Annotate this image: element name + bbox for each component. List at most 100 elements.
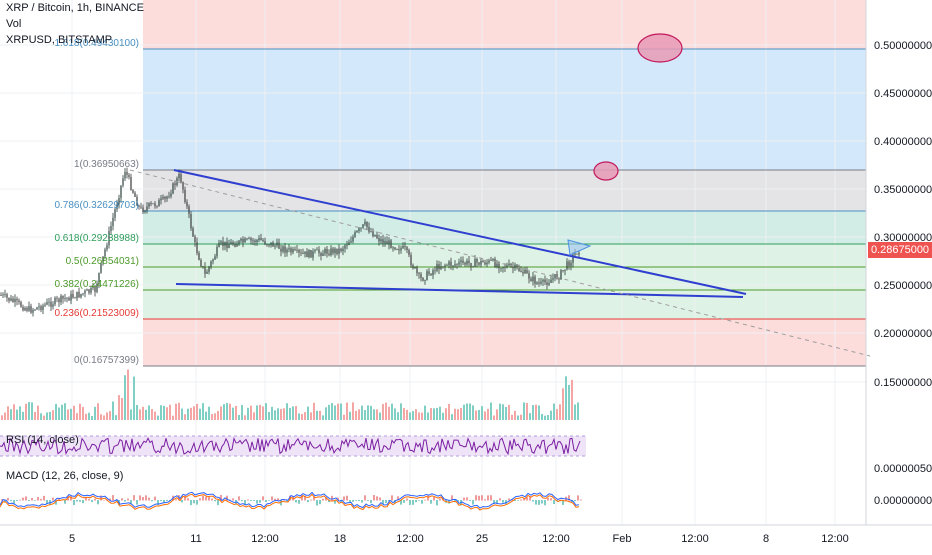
candle-body (474, 259, 476, 267)
macd-histogram-bar (544, 500, 546, 506)
candle-body (12, 298, 14, 302)
candle-body (558, 278, 560, 280)
candle-body (164, 197, 166, 199)
volume-bar (142, 406, 144, 420)
price-axis: 0.50000000 0.45000000 0.40000000 0.35000000… (865, 0, 932, 525)
volume-bar (469, 403, 471, 420)
macd-histogram-bar (28, 500, 30, 501)
macd-histogram-bar (415, 500, 417, 503)
candle-body (110, 225, 112, 231)
candle-body (512, 266, 514, 269)
macd-histogram-bar (532, 500, 534, 502)
macd-histogram-bar (73, 500, 75, 506)
candle-body (546, 282, 548, 285)
candle-body (532, 276, 534, 282)
candle-body (58, 298, 60, 303)
candle-body (104, 249, 106, 257)
candle-body (466, 260, 468, 265)
candle-body (478, 262, 480, 265)
macd-histogram-bar (400, 500, 402, 505)
candle-body (36, 307, 38, 310)
macd-histogram-bar (298, 500, 300, 504)
volume-bar (352, 402, 354, 420)
volume-bar (385, 402, 387, 420)
macd-histogram-bar (574, 500, 576, 502)
macd-axis: 0.00000050 0.00000000 (874, 463, 932, 507)
volume-bar (313, 402, 315, 420)
volume-bar (277, 408, 279, 420)
candle-body (428, 271, 430, 274)
macd-histogram-bar (202, 495, 204, 501)
candle-body (502, 266, 504, 269)
candle-body (516, 264, 518, 268)
candle-body (68, 297, 70, 301)
macd-histogram-bar (55, 500, 57, 505)
candle-body (518, 267, 520, 271)
volume-bar (226, 402, 228, 420)
macd-histogram-bar (541, 500, 543, 504)
candle-body (472, 266, 474, 268)
candle-body (374, 234, 376, 237)
fib-label-7: 0(0.16757399) (74, 355, 139, 366)
candle-body (132, 189, 134, 193)
volume-bar (442, 412, 444, 420)
macd-histogram-bar (91, 500, 93, 503)
volume-bar (433, 408, 435, 420)
volume-bar (415, 409, 417, 420)
candle-body (138, 205, 140, 207)
candle-body (562, 270, 564, 271)
macd-histogram-bar (241, 500, 243, 502)
macd-histogram-bar (265, 500, 267, 502)
macd-histogram-bar (205, 496, 207, 501)
macd-histogram-bar (112, 495, 114, 501)
volume-bar (169, 404, 171, 420)
candle-body (434, 270, 436, 272)
candle-body (280, 248, 282, 252)
candle-body (206, 271, 208, 274)
volume-bar (271, 406, 273, 420)
macd-histogram-bar (211, 498, 213, 501)
upper-trendline (173, 169, 747, 295)
volume-bar (178, 402, 180, 420)
volume-legend[interactable]: Vol (6, 18, 22, 30)
volume-bar (115, 415, 117, 420)
candle-body (524, 269, 526, 274)
macd-histogram-bar (394, 500, 396, 504)
volume-bar (574, 404, 576, 420)
macd-histogram-bar (277, 498, 279, 501)
candle-body (342, 248, 344, 252)
compare-symbol-legend[interactable]: XRPUSD, BITSTAMP (6, 34, 113, 46)
candle-body (334, 248, 336, 254)
candle-body (50, 301, 52, 307)
candle-body (520, 270, 522, 272)
candle-body (328, 253, 330, 256)
macd-histogram-bar (139, 495, 141, 501)
volume-bar (94, 406, 96, 420)
candle-body (86, 289, 88, 291)
candle-body (528, 273, 530, 279)
candle-body (358, 228, 360, 231)
candle-body (574, 253, 576, 255)
candle-body (224, 241, 226, 246)
candle-body (130, 177, 132, 190)
volume-bar (289, 408, 291, 420)
candle-body (72, 294, 74, 298)
macd-histogram-bar (133, 495, 135, 501)
candle-body (418, 273, 420, 275)
macd-histogram-bar (352, 500, 354, 502)
macd-histogram-bar (124, 500, 126, 502)
candle-body (232, 242, 234, 245)
macd-histogram-bar (514, 500, 516, 502)
macd-histogram-bar (538, 500, 540, 505)
candle-body (368, 227, 370, 232)
candle-body (152, 203, 154, 205)
candle-body (246, 238, 248, 240)
macd-legend[interactable]: MACD (12, 26, close, 9) (6, 470, 124, 482)
volume-bar (502, 404, 504, 420)
symbol-title[interactable]: XRP / Bitcoin, 1h, BINANCE (6, 2, 144, 14)
candle-body (42, 305, 44, 310)
rsi-legend[interactable]: RSI (14, close) (6, 434, 79, 446)
candle-body (480, 260, 482, 265)
